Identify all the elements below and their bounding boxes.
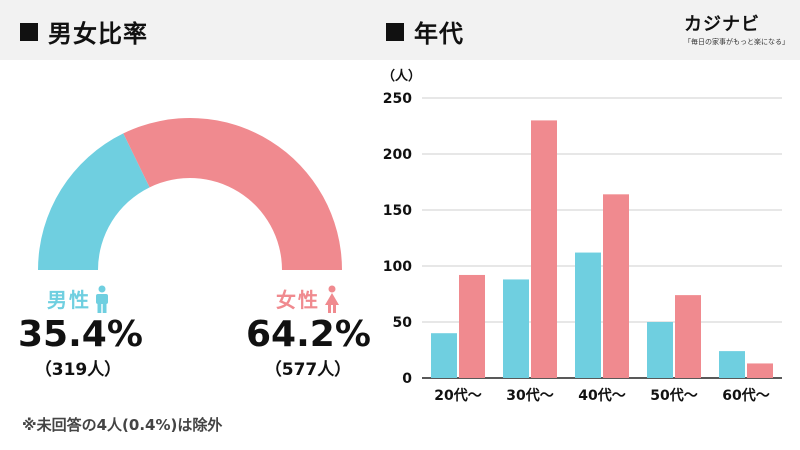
bar-female	[675, 295, 701, 378]
x-tick-label: 40代〜	[578, 387, 625, 404]
age-group-title: 年代	[386, 14, 464, 49]
x-tick-label: 20代〜	[434, 387, 481, 404]
y-tick-label: 250	[383, 91, 412, 107]
bar-male	[575, 252, 601, 378]
male-percentage: 35.4%	[18, 314, 143, 355]
female-stat: 女性 64.2% （577人）	[246, 284, 371, 380]
female-label-text: 女性	[276, 288, 320, 312]
donut-slice-male	[38, 133, 150, 270]
female-label: 女性	[246, 284, 370, 313]
donut-slice-female	[123, 118, 342, 270]
age-group-bar-chart: （人） 0 50 100 150 200 250 20代〜 30代〜 40代〜 50代〜 60代〜	[382, 68, 782, 404]
logo-name: カジナビ	[684, 14, 760, 35]
bar-male	[503, 279, 529, 378]
age-group-title-text: 年代	[414, 20, 464, 48]
bar-male	[431, 333, 457, 378]
female-percentage: 64.2%	[246, 314, 371, 355]
bar-female	[747, 363, 773, 378]
logo-tagline: 「毎日の家事がもっと楽になる」	[684, 38, 789, 46]
y-tick-label: 50	[393, 315, 413, 331]
gender-ratio-title-text: 男女比率	[48, 20, 148, 48]
bar-male	[719, 351, 745, 378]
bar-male	[647, 322, 673, 378]
bar-female	[531, 120, 557, 379]
brand-logo: カジナビ 「毎日の家事がもっと楽になる」	[684, 10, 794, 47]
square-bullet-icon	[20, 22, 38, 41]
x-tick-label: 60代〜	[722, 387, 769, 404]
bar-female	[603, 194, 629, 378]
y-tick-label: 100	[383, 259, 412, 275]
footnote: ※未回答の4人(0.4%)は除外	[22, 416, 223, 434]
square-bullet-icon	[386, 22, 404, 41]
y-tick-label: 150	[383, 203, 412, 219]
male-count: （319人）	[34, 360, 122, 380]
female-count: （577人）	[264, 360, 352, 380]
y-tick-label: 200	[383, 147, 412, 163]
male-icon	[96, 285, 108, 313]
male-label-text: 男性	[47, 288, 91, 312]
gender-ratio-title: 男女比率	[20, 14, 148, 49]
male-label: 男性	[18, 284, 138, 313]
x-tick-label: 30代〜	[506, 387, 553, 404]
bar-female	[459, 274, 485, 378]
female-icon	[325, 285, 339, 313]
male-stat: 男性 35.4% （319人）	[18, 284, 143, 380]
gender-half-donut-chart	[38, 118, 342, 270]
y-axis-unit: （人）	[382, 68, 421, 84]
y-tick-label: 0	[402, 371, 412, 387]
x-tick-label: 50代〜	[650, 387, 697, 404]
